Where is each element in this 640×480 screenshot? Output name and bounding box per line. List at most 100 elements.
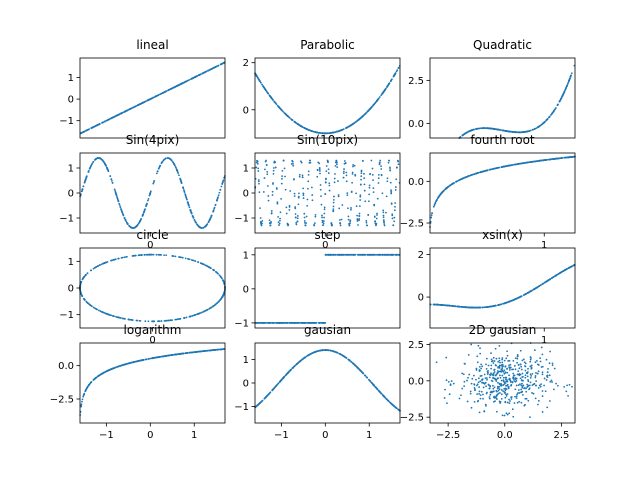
data-point <box>336 163 338 166</box>
data-point <box>281 177 283 180</box>
data-point <box>324 181 327 184</box>
data-point <box>516 355 519 358</box>
data-point <box>334 173 336 175</box>
data-point <box>531 384 534 387</box>
data-point <box>376 99 378 102</box>
data-point <box>155 172 158 175</box>
data-point <box>269 224 272 227</box>
data-point <box>150 253 152 256</box>
data-point <box>143 209 146 212</box>
axes-frame <box>429 247 576 329</box>
data-point <box>113 315 115 318</box>
axes-frame <box>254 342 401 424</box>
data-point <box>255 75 258 77</box>
data-point <box>491 380 494 383</box>
data-point <box>397 253 400 256</box>
data-point <box>208 266 211 269</box>
data-point <box>307 180 310 183</box>
data-point <box>193 76 196 79</box>
data-point <box>386 180 389 183</box>
data-point <box>545 119 548 122</box>
data-point <box>510 383 513 386</box>
data-point <box>277 382 280 385</box>
data-point <box>492 400 495 403</box>
data-point <box>462 373 465 376</box>
data-point <box>264 168 266 171</box>
data-point <box>273 386 276 389</box>
data-point <box>257 179 260 181</box>
data-point <box>380 94 383 97</box>
data-point <box>498 374 501 377</box>
subplot-title: Quadratic <box>473 38 532 52</box>
data-point <box>360 175 363 178</box>
data-point <box>358 217 361 220</box>
data-point <box>346 192 349 195</box>
data-point <box>517 163 520 165</box>
data-point <box>258 182 260 185</box>
data-point <box>482 170 485 173</box>
data-point <box>291 367 294 370</box>
data-point <box>302 194 305 197</box>
data-point <box>149 193 151 196</box>
data-point <box>190 351 193 354</box>
data-point <box>260 321 263 324</box>
data-point <box>212 305 215 308</box>
y-tick-label: 2 <box>418 250 424 261</box>
data-point <box>560 157 563 159</box>
data-point <box>181 256 184 259</box>
data-point <box>321 219 324 222</box>
x-tick-label: 0 <box>322 430 328 441</box>
data-point <box>348 125 351 127</box>
data-point <box>520 401 523 404</box>
axes-frame <box>254 57 401 139</box>
data-point <box>349 220 352 223</box>
data-point <box>193 219 196 221</box>
data-point <box>311 130 314 133</box>
data-point <box>339 129 342 132</box>
data-point <box>371 253 374 256</box>
data-point <box>355 205 358 208</box>
data-point <box>552 276 555 278</box>
data-point <box>337 194 340 196</box>
data-point <box>461 177 463 180</box>
data-point <box>461 134 464 137</box>
data-point <box>478 366 481 368</box>
data-point <box>521 393 524 396</box>
data-point <box>174 166 177 168</box>
data-point <box>527 291 529 294</box>
data-point <box>184 257 187 260</box>
data-point <box>545 375 548 377</box>
data-point <box>368 186 371 189</box>
data-point <box>293 192 296 195</box>
y-tick-label: −1 <box>234 214 249 225</box>
data-point <box>484 381 487 384</box>
data-point <box>498 382 501 385</box>
data-point <box>361 253 364 256</box>
data-point <box>194 313 197 316</box>
data-point <box>520 379 523 382</box>
data-point <box>129 108 131 110</box>
data-point <box>360 253 363 256</box>
axes-frame <box>79 342 226 424</box>
data-point <box>499 392 501 394</box>
data-point <box>513 380 516 382</box>
data-point <box>348 224 351 226</box>
data-point <box>500 389 503 391</box>
data-point <box>535 127 538 130</box>
data-point <box>105 370 108 373</box>
data-point <box>543 384 545 387</box>
data-point <box>465 131 468 134</box>
data-point <box>503 387 506 390</box>
data-point <box>396 69 399 72</box>
data-point <box>273 161 276 164</box>
data-point <box>535 384 537 387</box>
data-point <box>497 386 500 388</box>
data-point <box>118 202 121 205</box>
data-point <box>513 402 516 404</box>
data-point <box>110 178 113 181</box>
data-point <box>182 189 185 191</box>
data-point <box>501 357 504 359</box>
data-point <box>115 193 117 195</box>
data-point <box>287 224 289 227</box>
data-point <box>266 185 269 187</box>
